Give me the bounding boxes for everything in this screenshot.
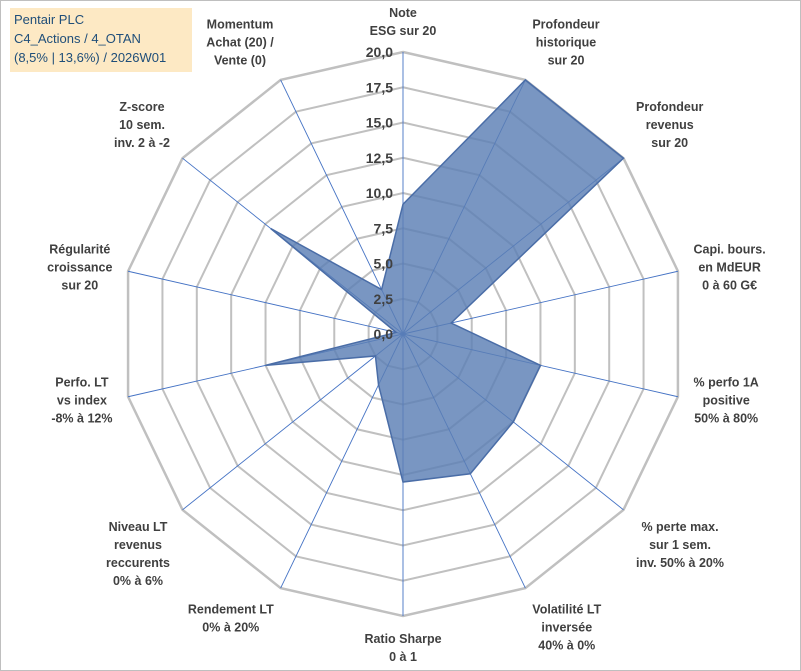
axis-label-12-line-0: Z-score xyxy=(119,100,164,114)
tick-layer: 0,0 2,5 5,0 7,5 10,0 12,5 15,0 17,5 20,0 xyxy=(366,44,393,342)
tick-label-8: 20,0 xyxy=(366,44,393,60)
tick-label-6: 15,0 xyxy=(366,115,393,131)
label-layer: Note ESG sur 20 Profondeur historique sur 20… xyxy=(47,6,766,664)
axis-label-9-line-3: 0% à 6% xyxy=(113,574,163,588)
tick-label-1: 2,5 xyxy=(374,291,394,307)
axis-label-11-line-2: sur 20 xyxy=(61,279,98,293)
axis-label-8-line-0: Rendement LT xyxy=(188,603,274,617)
axis-label-10-line-1: vs index xyxy=(57,393,107,407)
axis-label-0: Note ESG sur 20 xyxy=(370,6,437,38)
axis-label-6-line-2: 40% à 0% xyxy=(538,639,595,653)
axis-label-1: Profondeur historique sur 20 xyxy=(532,18,599,68)
axis-label-13-line-2: Vente (0) xyxy=(214,54,266,68)
axis-label-2-line-1: revenus xyxy=(646,118,694,132)
axis-label-9-line-0: Niveau LT xyxy=(109,520,168,534)
axis-label-1-line-2: sur 20 xyxy=(548,54,585,68)
axis-label-11: Régularité croissance sur 20 xyxy=(47,243,112,293)
axis-label-10-line-0: Perfo. LT xyxy=(55,375,109,389)
axis-label-11-line-0: Régularité xyxy=(49,243,110,257)
axis-label-3-line-2: 0 à 60 G€ xyxy=(702,279,757,293)
axis-label-3-line-0: Capi. bours. xyxy=(693,243,765,257)
title-category: C4_Actions / 4_OTAN xyxy=(14,31,141,46)
tick-label-7: 17,5 xyxy=(366,79,393,95)
tick-label-2: 5,0 xyxy=(374,256,394,272)
axis-label-8-line-1: 0% à 20% xyxy=(202,621,259,635)
axis-label-12: Z-score 10 sem. inv. 2 à -2 xyxy=(114,100,170,150)
axis-label-7: Ratio Sharpe 0 à 1 xyxy=(364,632,441,664)
axis-label-4: % perfo 1A positive 50% à 80% xyxy=(694,375,759,425)
series-area-0 xyxy=(265,78,625,483)
axis-label-2: Profondeur revenus sur 20 xyxy=(636,100,703,150)
title-stats: (8,5% | 13,6%) / 2026W01 xyxy=(14,50,167,65)
axis-label-5-line-1: sur 1 sem. xyxy=(649,538,711,552)
spoke-9 xyxy=(182,333,404,511)
axis-label-5-line-0: % perte max. xyxy=(641,520,718,534)
axis-label-13-line-0: Momentum xyxy=(207,18,274,32)
axis-label-0-line-0: Note xyxy=(389,6,417,20)
axis-label-7-line-0: Ratio Sharpe xyxy=(364,632,441,646)
axis-label-4-line-2: 50% à 80% xyxy=(694,411,758,425)
axis-label-9: Niveau LT revenus reccurents 0% à 6% xyxy=(106,520,170,588)
tick-label-0: 0,0 xyxy=(374,326,394,342)
axis-label-12-line-1: 10 sem. xyxy=(119,118,165,132)
axis-label-8: Rendement LT 0% à 20% xyxy=(188,603,274,635)
area-layer xyxy=(265,78,625,483)
axis-label-1-line-1: historique xyxy=(536,36,596,50)
axis-label-1-line-0: Profondeur xyxy=(532,18,599,32)
chart-title-box: Pentair PLC C4_Actions / 4_OTAN (8,5% | … xyxy=(10,8,192,72)
axis-label-13: Momentum Achat (20) / Vente (0) xyxy=(206,18,274,68)
axis-label-9-line-1: revenus xyxy=(114,538,162,552)
axis-label-12-line-2: inv. 2 à -2 xyxy=(114,136,170,150)
axis-label-5: % perte max. sur 1 sem. inv. 50% à 20% xyxy=(636,520,724,570)
axis-label-7-line-1: 0 à 1 xyxy=(389,650,417,664)
axis-label-4-line-1: positive xyxy=(703,393,750,407)
axis-label-13-line-1: Achat (20) / xyxy=(206,36,274,50)
tick-label-4: 10,0 xyxy=(366,185,393,201)
axis-label-0-line-1: ESG sur 20 xyxy=(370,24,437,38)
axis-label-4-line-0: % perfo 1A xyxy=(694,375,759,389)
axis-label-6-line-1: inversée xyxy=(541,621,592,635)
axis-label-9-line-2: reccurents xyxy=(106,556,170,570)
axis-label-2-line-2: sur 20 xyxy=(651,136,688,150)
tick-label-3: 7,5 xyxy=(374,220,394,236)
spoke-11 xyxy=(127,270,404,335)
title-company: Pentair PLC xyxy=(14,12,85,27)
axis-label-10-line-2: -8% à 12% xyxy=(51,411,112,425)
axis-label-11-line-1: croissance xyxy=(47,261,112,275)
axis-label-6-line-0: Volatilité LT xyxy=(532,603,601,617)
axis-label-3: Capi. bours. en MdEUR 0 à 60 G€ xyxy=(693,243,765,293)
axis-label-2-line-0: Profondeur xyxy=(636,100,703,114)
tick-label-5: 12,5 xyxy=(366,150,393,166)
axis-label-6: Volatilité LT inversée 40% à 0% xyxy=(532,603,601,653)
axis-label-5-line-2: inv. 50% à 20% xyxy=(636,556,724,570)
axis-label-10: Perfo. LT vs index -8% à 12% xyxy=(51,375,112,425)
axis-label-3-line-1: en MdEUR xyxy=(698,261,761,275)
